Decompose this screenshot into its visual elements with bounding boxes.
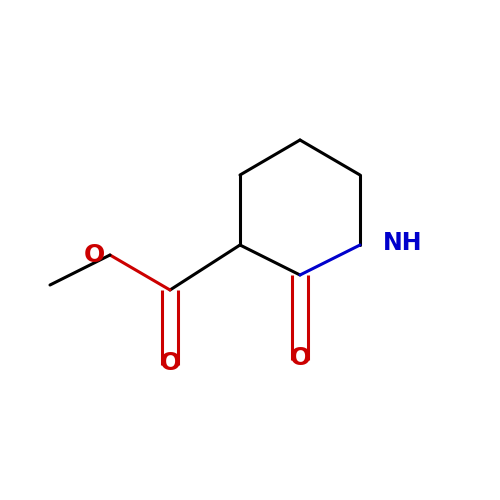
- Text: NH: NH: [382, 230, 422, 254]
- Text: O: O: [290, 346, 310, 370]
- Text: O: O: [84, 243, 105, 267]
- Text: O: O: [160, 351, 180, 375]
